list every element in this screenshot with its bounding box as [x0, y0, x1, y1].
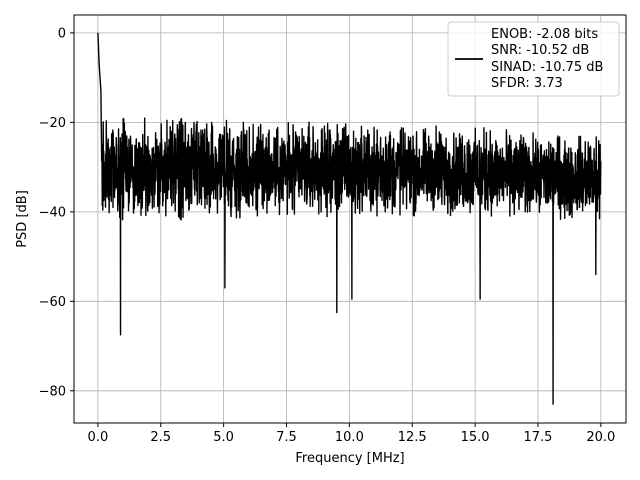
grid — [74, 15, 626, 423]
x-tick-label: 20.0 — [586, 430, 615, 445]
x-tick-label: 7.5 — [276, 430, 297, 445]
x-axis: 0.0 2.5 5.0 7.5 10.0 12.5 15.0 17.5 20.0 — [88, 423, 615, 445]
y-tick-label: −80 — [39, 384, 66, 399]
x-tick-label: 0.0 — [88, 430, 109, 445]
legend-sinad: SINAD: -10.75 dB — [491, 60, 603, 75]
x-axis-label: Frequency [MHz] — [295, 451, 404, 466]
psd-series — [97, 32, 602, 405]
y-tick-label: −20 — [39, 116, 66, 131]
x-tick-label: 5.0 — [213, 430, 234, 445]
y-tick-label: −40 — [39, 205, 66, 220]
x-tick-label: 10.0 — [335, 430, 364, 445]
legend-sfdr: SFDR: 3.73 — [491, 76, 563, 91]
x-tick-label: 2.5 — [150, 430, 171, 445]
y-tick-label: −60 — [39, 295, 66, 310]
legend: ENOB: -2.08 bits SNR: -10.52 dB SINAD: -… — [447, 21, 620, 97]
y-axis-label: PSD [dB] — [15, 190, 30, 248]
legend-box — [447, 21, 620, 97]
y-axis: 0 −20 −40 −60 −80 — [39, 26, 74, 399]
legend-snr: SNR: -10.52 dB — [491, 43, 589, 58]
psd-line — [97, 32, 602, 405]
y-tick-label: 0 — [58, 26, 66, 41]
x-tick-label: 12.5 — [398, 430, 427, 445]
x-tick-label: 17.5 — [524, 430, 553, 445]
legend-enob: ENOB: -2.08 bits — [491, 27, 598, 42]
x-tick-label: 15.0 — [461, 430, 490, 445]
plot-frame — [73, 14, 627, 424]
